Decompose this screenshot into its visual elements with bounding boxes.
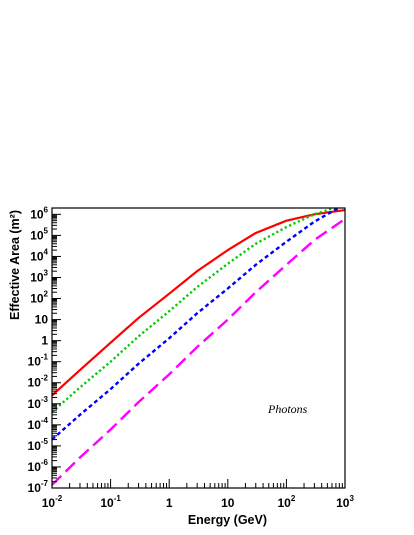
series-line-4	[52, 218, 345, 486]
y-tick-label: 10-1	[28, 353, 49, 369]
x-tick-label: 102	[277, 494, 295, 510]
y-tick-label: 10-7	[28, 479, 49, 495]
x-tick-labels: 10-2 10-1 1 10 102 103	[42, 494, 355, 510]
x-tick-label: 10-1	[100, 494, 121, 510]
y-tick-label: 10-6	[28, 458, 49, 474]
x-axis-title: Energy (GeV)	[188, 513, 267, 527]
series-layer	[52, 208, 345, 486]
y-tick-label: 10-5	[28, 437, 49, 453]
series-line-3	[52, 208, 341, 441]
y-tick-label: 10-2	[28, 374, 49, 390]
y-tick-label: 102	[30, 290, 48, 306]
x-tick-label: 10	[221, 496, 235, 510]
y-tick-label: 103	[30, 268, 48, 284]
y-tick-labels: 10-7 10-6 10-5 10-4 10-3 10-2 10-1 1 10 102 103 104…	[28, 205, 49, 495]
x-tick-label: 103	[336, 494, 354, 510]
plot-frame	[51, 207, 346, 489]
y-tick-label: 106	[30, 205, 48, 221]
x-tick-label: 1	[166, 496, 173, 510]
y-tick-label: 105	[30, 226, 48, 242]
y-tick-label: 1	[41, 334, 48, 348]
photons-annotation: Photons	[267, 402, 308, 416]
series-line-2	[52, 208, 338, 414]
ticks-layer	[51, 207, 346, 489]
x-tick-label: 10-2	[42, 494, 63, 510]
series-line-1	[52, 208, 345, 397]
y-tick-label: 104	[30, 247, 48, 263]
y-tick-label: 10	[35, 313, 49, 327]
y-tick-label: 10-4	[28, 416, 49, 432]
y-axis-title: Effective Area (m²)	[8, 210, 22, 320]
y-tick-label: 10-3	[28, 395, 49, 411]
